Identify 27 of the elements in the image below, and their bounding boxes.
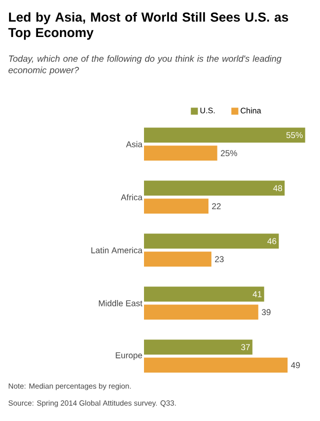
- bar: [144, 304, 258, 320]
- chart-subtitle: Today, which one of the following do you think is the world's leading economic power?: [8, 55, 282, 76]
- bar: [144, 198, 208, 214]
- data-label: 37: [241, 344, 250, 350]
- data-label: 39: [262, 309, 271, 316]
- bar: [144, 234, 279, 249]
- data-label: 55%: [286, 132, 303, 138]
- y-tick-label: Latin America: [91, 247, 142, 254]
- y-tick-label: Asia: [126, 141, 142, 148]
- bar: [144, 252, 212, 267]
- bar: [144, 358, 288, 373]
- chart-title: Led by Asia, Most of World Still Sees U.S. as Top Economy: [8, 12, 288, 40]
- data-label: 23: [215, 256, 224, 262]
- data-label: 41: [252, 291, 262, 298]
- bar: [144, 340, 252, 355]
- bar: [144, 128, 306, 143]
- bar: [144, 180, 285, 196]
- y-tick-label: Africa: [120, 194, 142, 200]
- data-label: 25%: [220, 150, 238, 156]
- data-label: 49: [290, 362, 300, 368]
- data-label: 46: [267, 238, 276, 244]
- data-label: 48: [273, 185, 282, 192]
- bar: [144, 146, 218, 161]
- y-tick-label: Middle East: [98, 300, 142, 306]
- y-tick-label: Europe: [116, 352, 142, 360]
- bar: [144, 286, 264, 302]
- data-label: 22: [212, 203, 221, 210]
